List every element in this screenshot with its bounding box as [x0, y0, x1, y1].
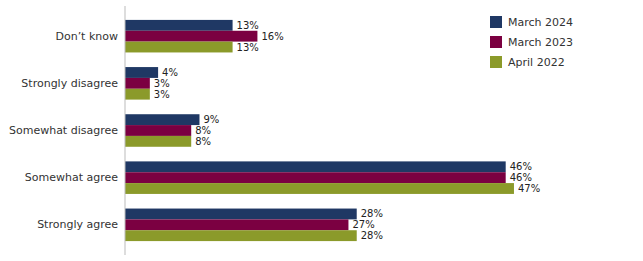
bar: [125, 89, 150, 100]
y-tick-label: Don’t know: [55, 30, 118, 43]
y-axis-line: [125, 6, 126, 255]
data-label: 13%: [237, 20, 259, 31]
legend-label: March 2024: [508, 16, 573, 29]
bar: [125, 42, 233, 53]
data-label: 8%: [195, 125, 211, 136]
data-label: 28%: [361, 208, 383, 219]
bar: [125, 219, 348, 230]
data-label: 4%: [162, 67, 178, 78]
data-label: 28%: [361, 230, 383, 241]
data-labels: 28% 46% 9% 4% 13% 27% 46% 8% 3% 16% 28% 47% 8% 3% 13%: [154, 20, 540, 241]
bar: [125, 209, 357, 220]
bar: [125, 78, 150, 89]
data-label: 3%: [154, 78, 170, 89]
legend-swatch: [490, 36, 502, 48]
data-label: 8%: [195, 136, 211, 147]
legend-label: March 2023: [508, 36, 573, 49]
data-label: 46%: [510, 172, 532, 183]
data-label: 46%: [510, 161, 532, 172]
bar: [125, 230, 357, 241]
data-label: 47%: [518, 183, 540, 194]
legend: March 2024 March 2023 April 2022: [490, 16, 573, 69]
y-tick-labels: Strongly agree Somewhat agree Somewhat dis…: [9, 30, 118, 232]
legend-swatch: [490, 16, 502, 28]
legend-swatch: [490, 56, 502, 68]
bar: [125, 20, 233, 31]
bar: [125, 161, 506, 172]
data-label: 3%: [154, 89, 170, 100]
bars: [125, 20, 514, 241]
bar: [125, 172, 506, 183]
data-label: 13%: [237, 42, 259, 53]
bar: [125, 67, 158, 78]
y-tick-label: Strongly disagree: [21, 77, 118, 90]
y-tick-label: Strongly agree: [37, 218, 118, 231]
bar: [125, 31, 257, 42]
bar: [125, 114, 199, 125]
y-tick-label: Somewhat disagree: [9, 124, 118, 137]
bar: [125, 136, 191, 147]
bar: [125, 183, 514, 194]
data-label: 16%: [261, 31, 283, 42]
bar: [125, 125, 191, 136]
y-tick-label: Somewhat agree: [25, 171, 118, 184]
data-label: 9%: [203, 114, 219, 125]
data-label: 27%: [352, 219, 374, 230]
chart: 28% 46% 9% 4% 13% 27% 46% 8% 3% 16% 28% 47% 8% 3% 13% S…: [0, 0, 643, 261]
legend-label: April 2022: [508, 56, 565, 69]
